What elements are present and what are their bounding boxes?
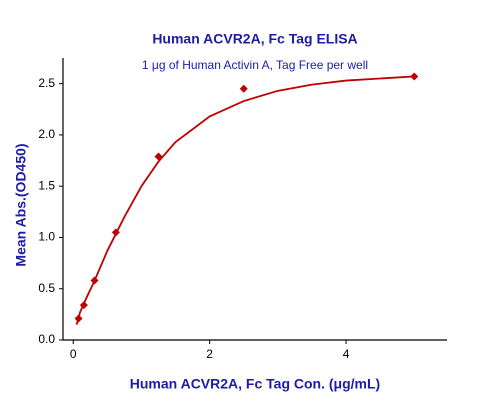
chart-title: Human ACVR2A, Fc Tag ELISA xyxy=(152,31,357,47)
data-point xyxy=(74,314,83,323)
fit-curve xyxy=(75,75,415,325)
x-tick-label: 2 xyxy=(206,347,213,361)
chart-subtitle: 1 μg of Human Activin A, Tag Free per we… xyxy=(142,58,368,72)
data-point xyxy=(154,152,163,161)
y-tick-label: 1.5 xyxy=(38,178,55,192)
y-axis-label: Mean Abs.(OD450) xyxy=(13,143,29,266)
y-tick-label: 2.0 xyxy=(38,127,55,141)
data-point xyxy=(111,228,120,237)
y-tick-label: 0.0 xyxy=(38,332,55,346)
data-point xyxy=(79,301,88,310)
y-tick-label: 2.5 xyxy=(38,76,55,90)
y-tick-label: 1.0 xyxy=(38,230,55,244)
data-point xyxy=(410,72,419,81)
x-tick-label: 0 xyxy=(70,347,77,361)
x-axis-label: Human ACVR2A, Fc Tag Con. (μg/mL) xyxy=(130,376,380,392)
y-tick-label: 0.5 xyxy=(38,281,55,295)
data-point xyxy=(90,276,99,285)
data-point xyxy=(239,84,248,93)
x-tick-label: 4 xyxy=(343,347,350,361)
